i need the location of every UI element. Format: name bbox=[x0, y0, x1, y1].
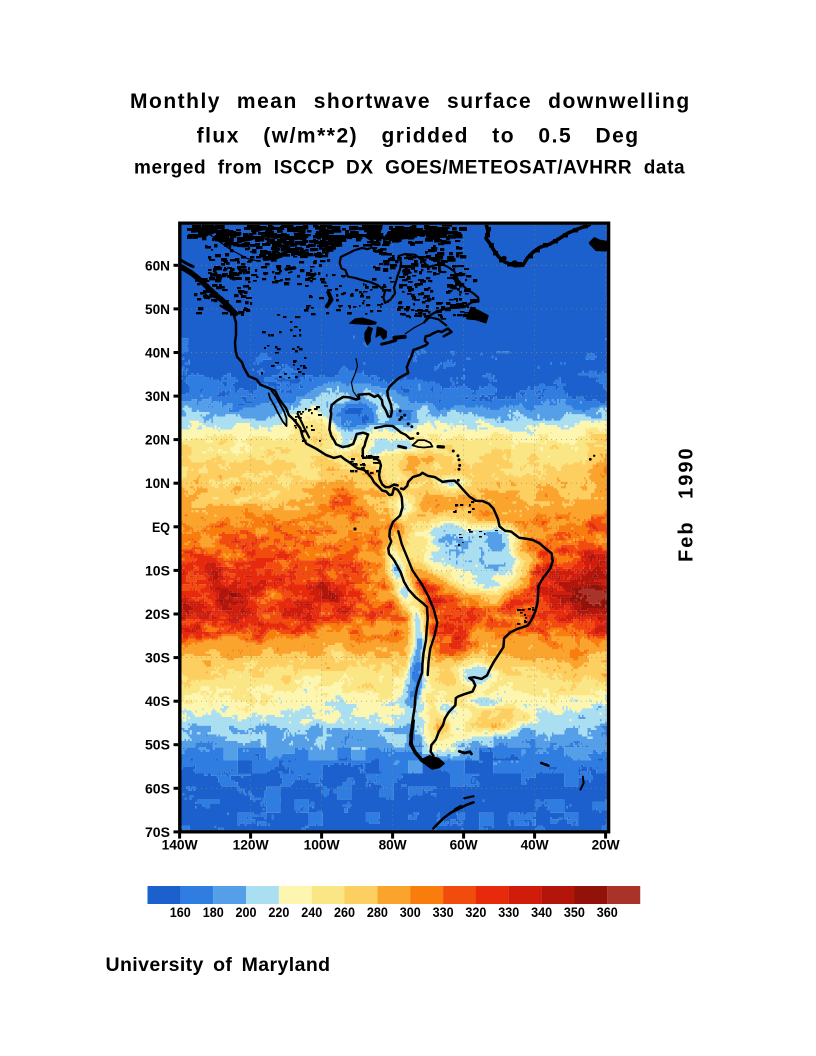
svg-text:80W: 80W bbox=[379, 836, 408, 852]
svg-text:100W: 100W bbox=[304, 836, 341, 852]
svg-text:flux (w/m**2) gridded to 0.5 D: flux (w/m**2) gridded to 0.5 Deg bbox=[197, 125, 640, 148]
svg-text:70S: 70S bbox=[145, 824, 170, 840]
svg-text:180: 180 bbox=[203, 904, 224, 920]
svg-text:20S: 20S bbox=[145, 606, 170, 622]
svg-text:Feb 1990: Feb 1990 bbox=[676, 446, 698, 562]
svg-text:330: 330 bbox=[433, 904, 454, 920]
svg-text:50N: 50N bbox=[145, 301, 170, 317]
svg-text:260: 260 bbox=[334, 904, 355, 920]
svg-text:60W: 60W bbox=[450, 836, 479, 852]
svg-text:320: 320 bbox=[465, 904, 486, 920]
svg-text:60N: 60N bbox=[145, 257, 170, 273]
svg-text:40W: 40W bbox=[521, 836, 550, 852]
svg-text:60S: 60S bbox=[145, 780, 170, 796]
svg-text:330: 330 bbox=[498, 904, 519, 920]
svg-text:220: 220 bbox=[268, 904, 289, 920]
svg-text:300: 300 bbox=[400, 904, 421, 920]
svg-text:Monthly mean shortwave surface: Monthly mean shortwave surface downwelli… bbox=[130, 90, 691, 113]
svg-text:120W: 120W bbox=[233, 836, 270, 852]
svg-text:10N: 10N bbox=[145, 475, 170, 491]
svg-text:EQ: EQ bbox=[152, 519, 170, 535]
svg-text:40S: 40S bbox=[145, 693, 170, 709]
svg-text:200: 200 bbox=[236, 904, 257, 920]
svg-text:350: 350 bbox=[564, 904, 585, 920]
svg-text:40N: 40N bbox=[145, 345, 170, 361]
svg-text:10S: 10S bbox=[145, 562, 170, 578]
svg-text:20N: 20N bbox=[145, 432, 170, 448]
svg-text:merged from ISCCP DX GOES/METE: merged from ISCCP DX GOES/METEOSAT/AVHRR… bbox=[134, 158, 685, 179]
svg-text:University of Maryland: University of Maryland bbox=[106, 954, 331, 976]
svg-text:160: 160 bbox=[170, 904, 191, 920]
svg-text:340: 340 bbox=[531, 904, 552, 920]
svg-text:30S: 30S bbox=[145, 650, 170, 666]
svg-text:50S: 50S bbox=[145, 737, 170, 753]
svg-text:30N: 30N bbox=[145, 388, 170, 404]
svg-text:360: 360 bbox=[597, 904, 618, 920]
svg-text:140W: 140W bbox=[162, 836, 199, 852]
svg-text:20W: 20W bbox=[592, 836, 621, 852]
svg-text:240: 240 bbox=[301, 904, 322, 920]
svg-text:280: 280 bbox=[367, 904, 388, 920]
